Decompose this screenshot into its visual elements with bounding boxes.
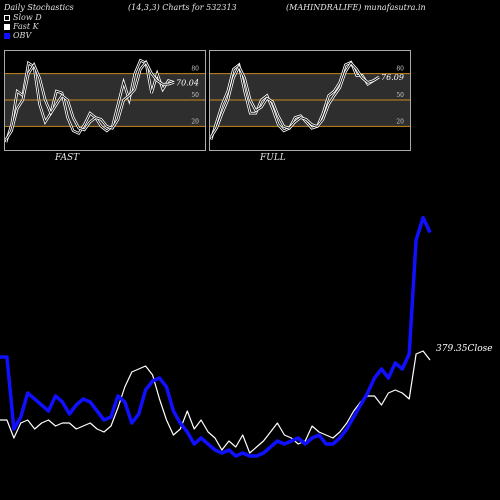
obv-swatch-icon [4,32,10,39]
legend-item-fast-k: Fast K [4,22,42,31]
fast-tick-label: 80 [191,66,199,73]
price-obv-chart: 379.35Close [0,215,493,458]
legend-label-fast-k: Fast K [13,22,39,31]
full-tick-label: 80 [396,66,404,73]
fast-k-swatch-icon [4,23,10,30]
legend-item-slow-d: Slow D [4,13,42,22]
fast-stochastic-panel: 80 50 20 70.04 [4,50,206,151]
obv-line [0,215,432,458]
slow-d-swatch-icon [4,14,10,21]
legend: Slow D Fast K OBV [4,13,42,40]
chart-symbol: (MAHINDRALIFE) munafasutra.in [286,3,426,12]
legend-label-obv: OBV [13,31,32,40]
legend-item-obv: OBV [4,31,42,40]
full-last-value: 76.09 [381,73,404,82]
fast-tick-label: 50 [191,92,199,99]
price-line [0,350,431,454]
chart-params: (14,3,3) Charts for 532313 [128,3,237,12]
fast-slow-d-line-core [5,61,175,140]
legend-label-slow-d: Slow D [13,13,42,22]
chart-title: Daily Stochastics [4,3,74,12]
full-stochastic-panel: 80 50 20 76.09 [209,50,411,151]
close-price-label: 379.35Close [436,344,493,354]
fast-last-value: 70.04 [176,78,199,87]
fast-panel-label: FAST [55,153,80,163]
full-tick-label: 50 [396,92,404,99]
full-tick-label: 20 [396,118,404,125]
full-panel-label: FULL [260,153,286,163]
fast-tick-label: 20 [191,118,199,125]
full-slow-d-line-core [210,62,380,138]
